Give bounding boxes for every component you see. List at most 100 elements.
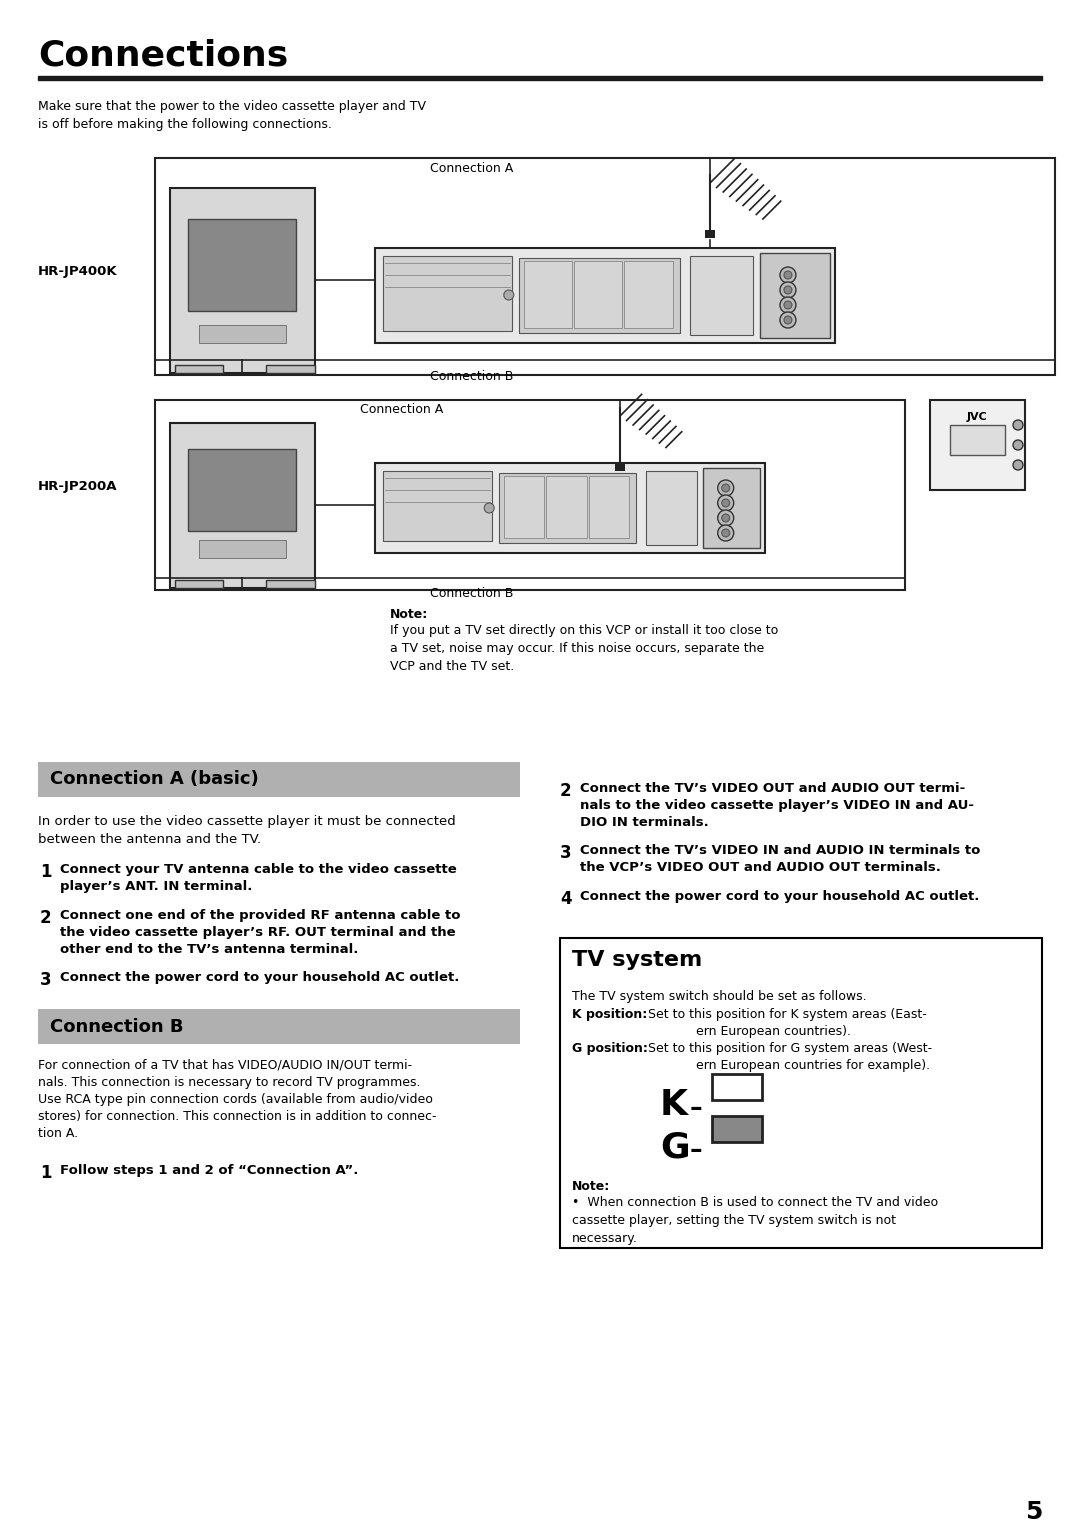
Bar — [546, 477, 586, 538]
Bar — [950, 425, 1005, 455]
Bar — [199, 539, 285, 558]
Text: Connect the power cord to your household AC outlet.: Connect the power cord to your household… — [60, 970, 459, 984]
Text: 3: 3 — [561, 843, 571, 862]
Text: Connect your TV antenna cable to the video cassette
player’s ANT. IN terminal.: Connect your TV antenna cable to the vid… — [60, 863, 457, 892]
Text: 2: 2 — [561, 782, 571, 801]
Bar — [383, 471, 492, 541]
Bar — [156, 400, 905, 590]
Text: Follow steps 1 and 2 of “Connection A”.: Follow steps 1 and 2 of “Connection A”. — [60, 1164, 359, 1177]
Bar — [38, 1008, 519, 1044]
Text: 2: 2 — [40, 909, 52, 927]
Text: Connections: Connections — [38, 38, 288, 72]
Bar — [499, 474, 636, 542]
Bar — [615, 463, 625, 471]
Bar — [518, 258, 679, 333]
Text: Connect the TV’s VIDEO IN and AUDIO IN terminals to
the VCP’s VIDEO OUT and AUDI: Connect the TV’s VIDEO IN and AUDIO IN t… — [580, 843, 981, 874]
Text: 4: 4 — [561, 889, 571, 908]
Bar — [38, 762, 519, 798]
Text: JVC: JVC — [967, 413, 987, 422]
Bar — [624, 260, 673, 327]
Text: Connection B: Connection B — [430, 587, 513, 601]
Circle shape — [780, 312, 796, 329]
Circle shape — [721, 513, 730, 523]
Circle shape — [1013, 420, 1023, 429]
Circle shape — [718, 510, 733, 526]
Bar — [175, 579, 222, 587]
Bar — [188, 219, 296, 312]
Text: Note:: Note: — [390, 608, 429, 620]
Text: 5: 5 — [1025, 1500, 1042, 1523]
Text: Connection A: Connection A — [360, 403, 443, 416]
Bar — [188, 449, 296, 532]
Text: TV system: TV system — [572, 950, 702, 970]
Bar — [156, 157, 1055, 374]
Bar — [170, 188, 314, 373]
Circle shape — [784, 286, 792, 293]
Bar — [375, 463, 765, 553]
Circle shape — [721, 500, 730, 507]
Circle shape — [1013, 460, 1023, 471]
Circle shape — [484, 503, 495, 513]
Circle shape — [784, 270, 792, 280]
Bar — [703, 468, 760, 549]
Text: Connect the power cord to your household AC outlet.: Connect the power cord to your household… — [580, 889, 980, 903]
Text: G: G — [660, 1131, 690, 1164]
Text: Connection B: Connection B — [50, 1018, 184, 1036]
Bar — [175, 365, 222, 373]
Circle shape — [721, 484, 730, 492]
Text: Make sure that the power to the video cassette player and TV
is off before makin: Make sure that the power to the video ca… — [38, 99, 426, 131]
Circle shape — [1013, 440, 1023, 451]
Circle shape — [780, 283, 796, 298]
Text: Connect one end of the provided RF antenna cable to
the video cassette player’s : Connect one end of the provided RF anten… — [60, 909, 460, 957]
Text: Connect the TV’s VIDEO OUT and AUDIO OUT termi-
nals to the video cassette playe: Connect the TV’s VIDEO OUT and AUDIO OUT… — [580, 782, 974, 830]
Text: Set to this position for G system areas (West-
              ern European countr: Set to this position for G system areas … — [640, 1042, 932, 1073]
Bar — [375, 248, 835, 342]
Text: Connection A (basic): Connection A (basic) — [50, 770, 259, 788]
Bar — [690, 255, 753, 335]
Text: 1: 1 — [40, 1164, 52, 1183]
Bar — [930, 400, 1025, 490]
Bar — [575, 260, 622, 327]
Bar — [266, 365, 314, 373]
Bar — [760, 252, 831, 338]
Text: In order to use the video cassette player it must be connected
between the anten: In order to use the video cassette playe… — [38, 814, 456, 847]
Circle shape — [780, 267, 796, 283]
Text: If you put a TV set directly on this VCP or install it too close to
a TV set, no: If you put a TV set directly on this VCP… — [390, 623, 779, 672]
Circle shape — [784, 301, 792, 309]
Circle shape — [718, 480, 733, 497]
Text: •  When connection B is used to connect the TV and video
cassette player, settin: • When connection B is used to connect t… — [572, 1196, 939, 1245]
Text: For connection of a TV that has VIDEO/AUDIO IN/OUT termi-
nals. This connection : For connection of a TV that has VIDEO/AU… — [38, 1059, 436, 1140]
Text: K position:: K position: — [572, 1008, 647, 1021]
Text: –: – — [690, 1096, 703, 1120]
Circle shape — [780, 296, 796, 313]
Circle shape — [718, 495, 733, 510]
Bar — [589, 477, 629, 538]
Text: K: K — [660, 1088, 688, 1122]
Bar — [712, 1115, 762, 1141]
Text: The TV system switch should be set as follows.: The TV system switch should be set as fo… — [572, 990, 866, 1002]
Text: Connection B: Connection B — [430, 370, 513, 384]
Bar — [561, 938, 1042, 1248]
Text: 1: 1 — [40, 863, 52, 882]
Bar — [705, 231, 715, 238]
Text: Note:: Note: — [572, 1180, 610, 1193]
Bar — [712, 1074, 762, 1100]
Text: –: – — [690, 1138, 703, 1161]
Circle shape — [721, 529, 730, 536]
Bar — [646, 471, 697, 545]
Text: HR-JP200A: HR-JP200A — [38, 480, 118, 494]
Circle shape — [784, 316, 792, 324]
Circle shape — [503, 290, 514, 299]
Text: 3: 3 — [40, 970, 52, 989]
Bar — [266, 579, 314, 587]
Text: G position:: G position: — [572, 1042, 648, 1054]
Bar — [524, 260, 572, 327]
Bar — [199, 324, 285, 342]
Text: Set to this position for K system areas (East-
              ern European countr: Set to this position for K system areas … — [640, 1008, 927, 1038]
Text: HR-JP400K: HR-JP400K — [38, 264, 118, 278]
Bar — [38, 76, 1042, 79]
Bar — [383, 255, 512, 330]
Circle shape — [718, 526, 733, 541]
Text: Connection A: Connection A — [430, 162, 513, 176]
Bar — [170, 423, 314, 587]
